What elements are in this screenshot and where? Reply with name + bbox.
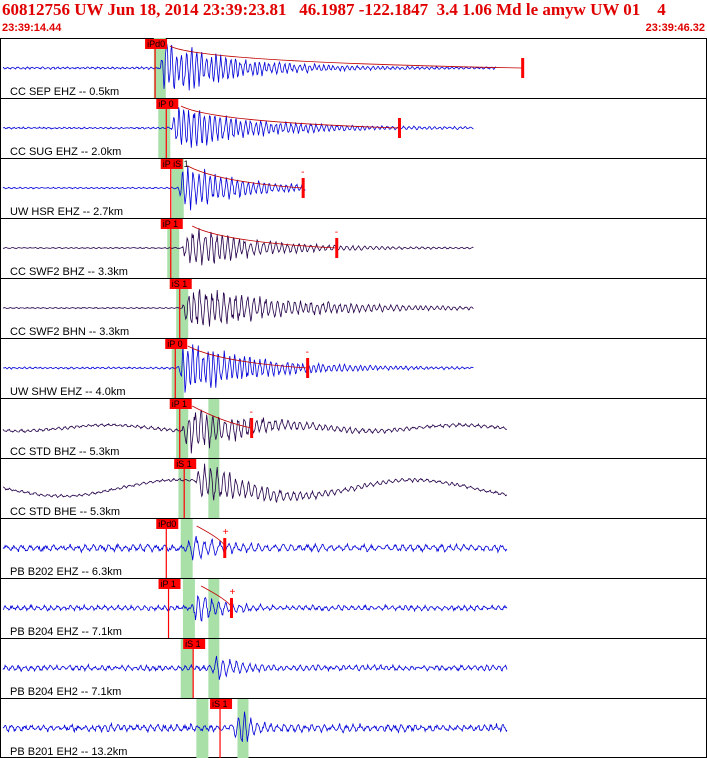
pick-label: iS 1	[185, 639, 201, 649]
station-label: PB B202 EHZ -- 6.3km	[10, 566, 122, 578]
pick-flag	[183, 639, 206, 649]
pick-label: iS 1	[172, 279, 188, 289]
station-label: UW SHW EHZ -- 4.0km	[10, 386, 126, 398]
coda-end-marker	[306, 358, 310, 378]
waveform-trace	[2, 165, 306, 211]
pick-flag	[174, 459, 197, 469]
p-window-band	[171, 158, 184, 218]
station-label: CC STD BHZ -- 5.3km	[10, 446, 119, 458]
pick-flag	[158, 579, 181, 589]
pick-flag	[165, 339, 188, 349]
event-title: 60812756 UW Jun 18, 2014 23:39:23.81 46.…	[2, 0, 666, 19]
coda-end-marker	[250, 418, 254, 438]
coda-decay-line	[192, 225, 337, 249]
event-header: 60812756 UW Jun 18, 2014 23:39:23.81 46.…	[0, 0, 707, 40]
pick-label: iS 1	[176, 459, 192, 469]
waveform-trace	[2, 344, 474, 393]
waveform-trace	[2, 107, 474, 148]
coda-end-marker	[397, 118, 401, 138]
station-label: UW HSR EHZ -- 2.7km	[10, 206, 123, 218]
coda-end-marker	[229, 598, 233, 618]
pick-label: iP 1	[161, 579, 176, 589]
coda-end-marker	[521, 58, 525, 78]
station-label: PB B201 EH2 -- 13.2km	[10, 746, 127, 758]
window-end-time: 23:39:46.32	[645, 22, 705, 34]
pick-label: iP 0	[167, 339, 182, 349]
coda-marker-label: +	[229, 587, 235, 598]
station-label: CC SWF2 BHN -- 3.3km	[10, 326, 129, 338]
station-label: CC SUG EHZ -- 2.0km	[10, 146, 121, 158]
coda-decay-line	[187, 165, 304, 189]
station-label: PB B204 EHZ -- 7.1km	[10, 626, 122, 638]
pick-flag	[160, 219, 183, 229]
window-start-time: 23:39:14.44	[2, 22, 62, 34]
waveform-trace	[2, 535, 508, 561]
s-window-band	[208, 458, 220, 518]
coda-decay-line	[192, 405, 252, 429]
p-window-band	[196, 698, 209, 758]
waveform-trace	[2, 43, 497, 91]
coda-marker-label: +	[223, 527, 229, 538]
waveform-trace	[2, 595, 508, 622]
pick-label: iP iS 1	[163, 159, 189, 169]
pick-label: iP 0	[158, 99, 173, 109]
pick-flag	[156, 99, 179, 109]
station-label: CC SEP EHZ -- 0.5km	[10, 86, 119, 98]
pick-flag	[160, 159, 183, 169]
station-label: PB B204 EH2 -- 7.1km	[10, 686, 121, 698]
coda-end-marker	[223, 538, 227, 558]
pick-label: iS 1	[212, 699, 228, 709]
coda-marker-label: -	[250, 407, 253, 418]
pick-flag	[210, 699, 233, 709]
station-label: CC STD BHE -- 5.3km	[10, 506, 120, 518]
station-label: CC SWF2 BHZ -- 3.3km	[10, 266, 128, 278]
pick-label: iPd0	[158, 519, 176, 529]
pick-label: iP 1	[163, 219, 178, 229]
coda-end-marker	[335, 238, 339, 258]
pick-label: iPd0	[147, 39, 165, 49]
waveform-trace	[2, 228, 474, 266]
pick-flag	[145, 39, 168, 49]
coda-marker-label: -	[306, 347, 309, 358]
s-window-band	[208, 638, 220, 698]
pick-flag	[156, 519, 179, 529]
waveform-trace	[2, 711, 508, 742]
coda-marker-label: -	[335, 227, 338, 238]
waveform-trace	[2, 409, 508, 454]
waveform-trace	[2, 655, 508, 680]
waveform-trace	[2, 463, 508, 504]
p-window-band	[158, 98, 171, 158]
pick-flag	[169, 279, 192, 289]
coda-decay-line	[169, 45, 523, 69]
coda-marker-label: -	[301, 167, 304, 178]
pick-label: iP 1	[172, 399, 187, 409]
coda-end-marker	[301, 178, 305, 198]
coda-decay-line	[187, 345, 308, 369]
coda-decay-line	[180, 105, 400, 129]
waveform-trace	[2, 289, 474, 327]
pick-flag	[169, 399, 192, 409]
